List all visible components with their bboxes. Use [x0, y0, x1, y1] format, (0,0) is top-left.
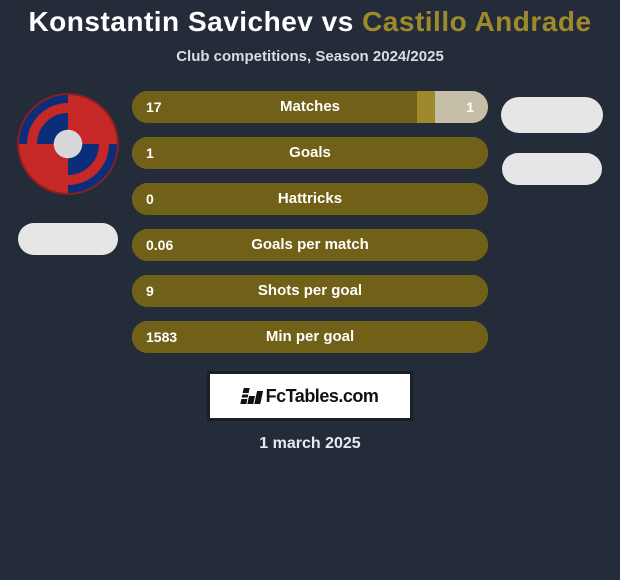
stat-row: Shots per goal9 [132, 275, 488, 307]
stat-value-left: 17 [146, 91, 162, 123]
comparison-widget: Konstantin Savichev vs Castillo Andrade … [0, 0, 620, 453]
player2-side [492, 91, 612, 185]
stat-label: Min per goal [132, 321, 488, 353]
stat-value-left: 1 [146, 137, 154, 169]
competition-subtitle: Club competitions, Season 2024/2025 [0, 48, 620, 65]
stat-value-left: 0 [146, 183, 154, 215]
stat-label: Matches [132, 91, 488, 123]
brand-bars-icon [240, 388, 263, 404]
content-row: Matches171Goals1Hattricks0Goals per matc… [0, 91, 620, 367]
player2-name: Castillo Andrade [362, 6, 591, 37]
page-title: Konstantin Savichev vs Castillo Andrade [0, 6, 620, 46]
brand-name: FcTables.com [266, 386, 379, 407]
stat-row: Min per goal1583 [132, 321, 488, 353]
brand-logo: FcTables.com [207, 371, 413, 421]
player1-side [8, 91, 128, 255]
club-badge-icon [17, 93, 119, 195]
stat-row: Hattricks0 [132, 183, 488, 215]
snapshot-date: 1 march 2025 [0, 435, 620, 453]
player2-badge-placeholder-icon [501, 97, 603, 133]
stat-bars: Matches171Goals1Hattricks0Goals per matc… [128, 91, 492, 367]
stat-value-left: 0.06 [146, 229, 173, 261]
player2-flag-icon [502, 153, 602, 185]
stat-label: Hattricks [132, 183, 488, 215]
player1-name: Konstantin Savichev [28, 6, 313, 37]
stat-value-left: 9 [146, 275, 154, 307]
player1-flag-icon [18, 223, 118, 255]
stat-value-left: 1583 [146, 321, 177, 353]
stat-row: Matches17 1 [132, 91, 488, 123]
stat-label: Goals per match [132, 229, 488, 261]
stat-value-right: 1 [466, 91, 474, 123]
vs-text: vs [322, 6, 354, 37]
stat-row: Goals per match0.06 [132, 229, 488, 261]
stat-label: Shots per goal [132, 275, 488, 307]
brand-logo-text: FcTables.com [242, 386, 379, 407]
stat-label: Goals [132, 137, 488, 169]
stat-row: Goals1 [132, 137, 488, 169]
